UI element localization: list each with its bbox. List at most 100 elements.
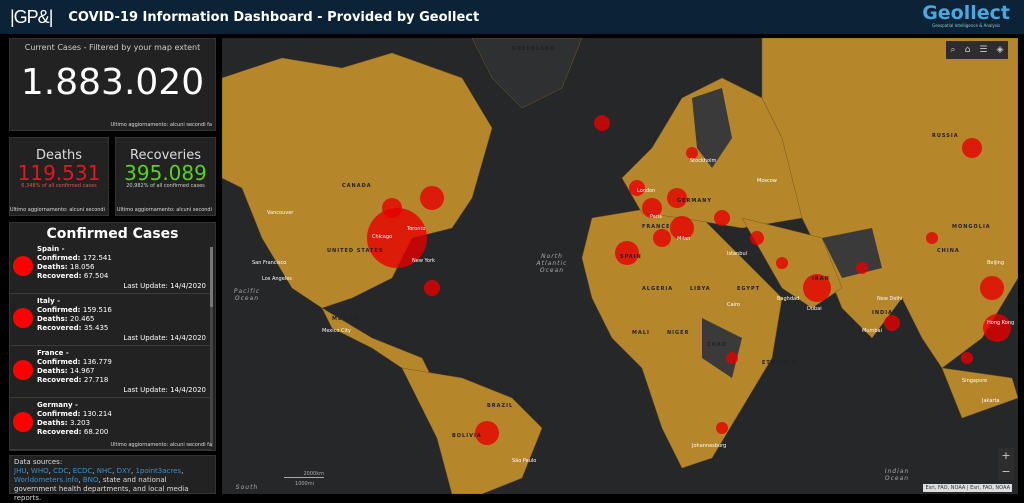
case-circle[interactable] <box>884 315 900 331</box>
country-label: GERMANY <box>677 198 713 204</box>
last-updated: Ultimo aggiornamento: alcuni secondi <box>9 207 105 213</box>
case-circle[interactable] <box>475 421 499 445</box>
case-circle[interactable] <box>750 231 764 245</box>
source-link[interactable]: 1point3acres <box>135 467 182 475</box>
confirmed-label: Confirmed: <box>37 306 83 314</box>
geollect-logo[interactable]: Geollect Geospatial Intelligence & Analys… <box>922 3 1010 28</box>
case-circle[interactable] <box>803 274 831 302</box>
country-label: BRAZIL <box>487 403 514 409</box>
current-cases-panel: Current Cases - Filtered by your map ext… <box>9 38 216 131</box>
case-circles <box>367 115 1011 445</box>
case-circle[interactable] <box>420 186 444 210</box>
case-circle[interactable] <box>686 147 698 159</box>
source-link[interactable]: NHC <box>96 467 113 475</box>
case-circle[interactable] <box>367 208 427 268</box>
case-circle[interactable] <box>962 138 982 158</box>
city-label: Los Angeles <box>262 276 292 282</box>
case-circle[interactable] <box>594 115 610 131</box>
list-item[interactable]: Germany - Confirmed: 130.214 Deaths: 3.2… <box>10 398 212 450</box>
country-name: Spain - <box>37 245 65 253</box>
source-link[interactable]: ECDC <box>72 467 93 475</box>
city-label: Dubai <box>807 306 822 312</box>
source-link[interactable]: DXY <box>116 467 132 475</box>
city-label: Moscow <box>757 178 777 184</box>
city-label: Cairo <box>727 302 740 308</box>
recovered-label: Recovered: <box>37 272 84 280</box>
legend-icon[interactable]: ☰ <box>979 45 988 55</box>
list-item[interactable]: Spain - Confirmed: 172.541 Deaths: 18.05… <box>10 242 212 294</box>
recovered-label: Recovered: <box>37 324 84 332</box>
list-item[interactable]: France - Confirmed: 136.779 Deaths: 14.9… <box>10 346 212 398</box>
scale-bar-mi: 1000mi <box>295 481 314 487</box>
case-circle[interactable] <box>983 314 1011 342</box>
city-label: Vancouver <box>267 210 294 216</box>
confirmed-cases-title: Confirmed Cases <box>46 226 179 242</box>
recoveries-value: 395.089 <box>124 161 207 185</box>
case-circle[interactable] <box>642 198 662 218</box>
case-circle[interactable] <box>615 241 639 265</box>
last-update: Last Update: 14/4/2020 <box>123 334 206 342</box>
ocean-label: North Atlantic Ocean <box>536 253 568 274</box>
source-link[interactable]: WHO <box>30 467 49 475</box>
deaths-label: Deaths: <box>37 315 71 323</box>
case-circle[interactable] <box>670 216 694 240</box>
case-circle[interactable] <box>382 198 402 218</box>
case-circle[interactable] <box>961 352 973 364</box>
case-circle[interactable] <box>980 276 1004 300</box>
country-label: RUSSIA <box>932 133 959 139</box>
country-label: FRANCE <box>642 224 671 230</box>
confirmed-value: 130.214 <box>82 410 112 418</box>
layers-icon[interactable]: ◈ <box>996 45 1004 55</box>
city-label: São Paulo <box>512 458 537 464</box>
home-icon[interactable]: ⌂ <box>964 45 971 55</box>
source-link[interactable]: Worldometers.info <box>14 476 79 484</box>
country-label: UNITED STATES <box>327 248 384 254</box>
case-circle[interactable] <box>856 262 868 274</box>
case-circle[interactable] <box>776 257 788 269</box>
recovered-value: 35.435 <box>83 324 109 332</box>
deaths-value: 3.203 <box>70 419 91 427</box>
source-link[interactable]: JHU <box>14 467 27 475</box>
deaths-value: 119.531 <box>17 161 101 185</box>
zoom-control: + − <box>998 448 1014 480</box>
case-circle[interactable] <box>716 422 728 434</box>
zoom-in-button[interactable]: + <box>1001 449 1011 462</box>
city-label: Jakarta <box>982 398 1000 404</box>
ocean-label: Indian Ocean <box>884 468 910 482</box>
case-circle[interactable] <box>629 180 645 196</box>
country-label: CHAD <box>707 342 727 348</box>
confirmed-label: Confirmed: <box>37 358 83 366</box>
last-update: Last Update: 14/4/2020 <box>123 386 206 394</box>
case-circle[interactable] <box>926 232 938 244</box>
case-circle[interactable] <box>667 188 687 208</box>
search-icon[interactable]: ⌕ <box>950 45 956 55</box>
source-link[interactable]: BNO <box>82 476 99 484</box>
country-label: BOLIVIA <box>452 433 482 439</box>
case-circle[interactable] <box>726 352 738 364</box>
country-label: MONGOLIA <box>952 224 991 230</box>
case-circle[interactable] <box>653 229 671 247</box>
map[interactable]: GREENLAND CANADA UNITED STATES MEXICO RUSSIA… <box>222 38 1018 494</box>
case-circle[interactable] <box>424 280 440 296</box>
ocean-label: Pacific Ocean <box>233 288 261 302</box>
confirmed-value: 136.779 <box>82 358 112 366</box>
city-label: New Delhi <box>877 296 903 302</box>
country-label: CHINA <box>937 248 960 254</box>
brand-name: Geollect <box>922 2 1010 24</box>
case-dot-icon <box>13 308 33 328</box>
zoom-out-button[interactable]: − <box>1001 465 1011 478</box>
last-updated: Ultimo aggiornamento: alcuni secondi <box>116 207 212 213</box>
case-circle[interactable] <box>714 210 730 226</box>
confirmed-value: 172.541 <box>82 254 112 262</box>
scrollbar[interactable] <box>210 247 213 447</box>
deaths-label: Deaths <box>35 148 83 163</box>
recovered-value: 68.200 <box>83 428 109 436</box>
deaths-pct: 6,348% of all confirmed cases <box>21 183 97 189</box>
world-map[interactable] <box>222 38 1018 494</box>
city-label: Chicago <box>372 234 393 240</box>
source-link[interactable]: CDC <box>53 467 69 475</box>
city-label: Toronto <box>407 226 426 232</box>
list-item[interactable]: Italy - Confirmed: 159.516 Deaths: 20.46… <box>10 294 212 346</box>
country-name: Germany - <box>37 401 78 409</box>
city-label: Johannesburg <box>692 443 727 449</box>
